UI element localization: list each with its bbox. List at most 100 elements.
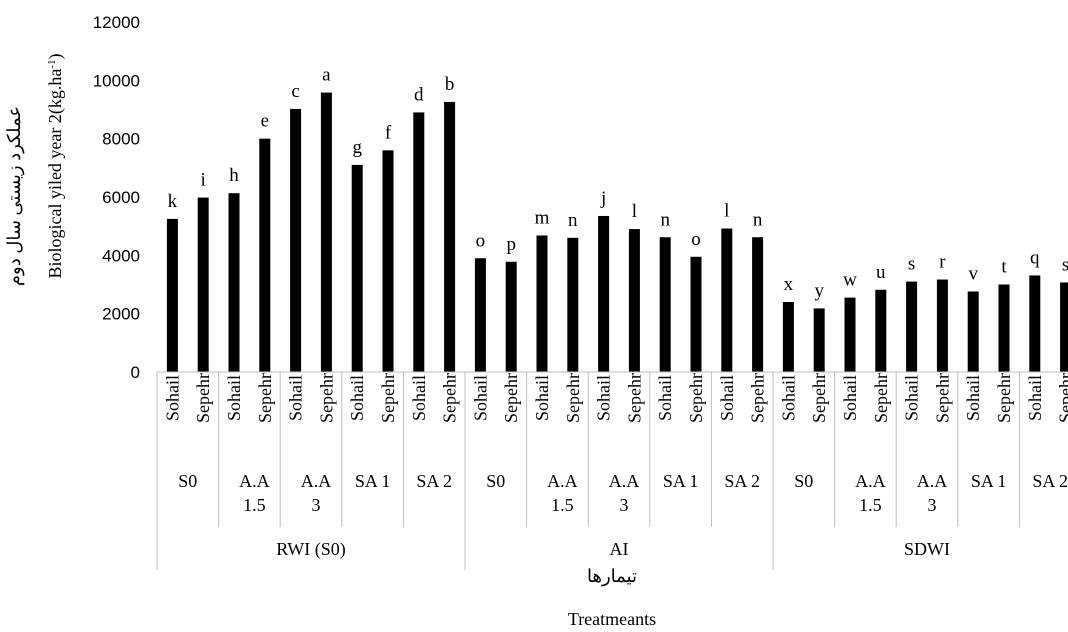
significance-letter: l bbox=[724, 201, 729, 222]
treatment-label: A.A bbox=[917, 471, 948, 491]
y-tick-label: 10000 bbox=[93, 71, 140, 90]
significance-letter: u bbox=[876, 262, 886, 283]
cultivar-label: Sohail bbox=[409, 375, 429, 421]
irrigation-group-label: RWI (S0) bbox=[276, 539, 346, 560]
bar bbox=[444, 101, 456, 373]
treatment-label: A.A bbox=[301, 471, 332, 491]
bar bbox=[813, 308, 825, 372]
treatment-label: 3 bbox=[312, 495, 321, 515]
bar bbox=[1029, 275, 1041, 372]
cultivar-label: Sepehr bbox=[316, 373, 336, 423]
significance-letter: o bbox=[691, 229, 701, 250]
significance-letter: t bbox=[1001, 257, 1007, 278]
cultivar-label: Sepehr bbox=[501, 373, 521, 423]
significance-letter: e bbox=[261, 111, 269, 132]
cultivar-label: Sohail bbox=[840, 375, 860, 421]
bar bbox=[998, 284, 1010, 372]
treatment-label: S0 bbox=[178, 471, 197, 491]
cultivar-label: Sohail bbox=[470, 375, 490, 421]
cultivar-label: Sepehr bbox=[994, 373, 1014, 423]
treatment-label: 1.5 bbox=[859, 495, 882, 515]
bar bbox=[290, 108, 302, 373]
bar bbox=[166, 218, 178, 372]
x-axis-title-fa: تیمارها bbox=[587, 566, 637, 587]
bar bbox=[782, 302, 794, 372]
treatment-label: S0 bbox=[794, 471, 813, 491]
treatment-label: SA 2 bbox=[724, 471, 760, 491]
bar bbox=[351, 164, 363, 372]
significance-letter: g bbox=[352, 137, 362, 158]
cultivar-label: Sohail bbox=[717, 375, 737, 421]
y-axis-title-en-end: ) bbox=[45, 53, 66, 59]
bar bbox=[936, 279, 948, 372]
cultivar-label: Sohail bbox=[655, 375, 675, 421]
significance-letter: p bbox=[506, 234, 516, 255]
bar bbox=[228, 193, 240, 372]
cultivar-label: Sohail bbox=[286, 375, 306, 421]
significance-letter: h bbox=[229, 165, 239, 186]
treatment-label: A.A bbox=[609, 471, 640, 491]
bar bbox=[598, 215, 610, 372]
cultivar-label: Sepehr bbox=[193, 373, 213, 423]
bar bbox=[382, 150, 394, 372]
cultivar-label: Sohail bbox=[902, 375, 922, 421]
y-axis-title-en-sup: -1 bbox=[46, 59, 58, 68]
bar bbox=[690, 256, 702, 372]
cultivar-label: Sepehr bbox=[440, 373, 460, 423]
bar bbox=[967, 291, 979, 372]
treatment-label: S0 bbox=[486, 471, 505, 491]
treatment-label: 1.5 bbox=[243, 495, 266, 515]
bar bbox=[752, 237, 764, 372]
y-tick-label: 6000 bbox=[102, 188, 140, 207]
bar bbox=[259, 138, 271, 372]
bar bbox=[721, 228, 733, 372]
significance-letter: b bbox=[445, 74, 455, 95]
treatment-label: SA 2 bbox=[1032, 471, 1068, 491]
treatment-label: A.A bbox=[855, 471, 886, 491]
significance-letter: m bbox=[535, 208, 550, 229]
significance-letter: d bbox=[414, 84, 424, 105]
significance-letter: k bbox=[168, 191, 178, 212]
y-tick-label: 8000 bbox=[102, 130, 140, 149]
cultivar-label: Sohail bbox=[963, 375, 983, 421]
significance-letter: x bbox=[784, 274, 794, 295]
significance-letter: a bbox=[322, 65, 331, 86]
cultivar-label: Sepehr bbox=[871, 373, 891, 423]
bar bbox=[659, 237, 671, 372]
irrigation-group-label: SDWI bbox=[904, 539, 950, 559]
cultivar-label: Sohail bbox=[347, 375, 367, 421]
significance-letter: n bbox=[660, 209, 670, 230]
y-axis-title-en-main: Biological yiled year 2(kg.ha bbox=[45, 69, 66, 279]
bar bbox=[1060, 282, 1068, 372]
treatment-label: 3 bbox=[928, 495, 937, 515]
significance-letter: l bbox=[632, 201, 637, 222]
cultivar-label: Sepehr bbox=[748, 373, 768, 423]
treatment-label: 3 bbox=[620, 495, 629, 515]
bar bbox=[474, 258, 486, 372]
treatment-label: A.A bbox=[547, 471, 578, 491]
y-axis: 0 2000 4000 6000 8000 10000 12000 bbox=[93, 13, 140, 382]
treatment-label: SA 1 bbox=[971, 471, 1007, 491]
significance-letter: q bbox=[1030, 247, 1040, 268]
y-tick-label: 0 bbox=[131, 363, 140, 382]
cultivar-label: Sohail bbox=[778, 375, 798, 421]
cultivar-label: Sepehr bbox=[1056, 373, 1068, 423]
treatment-label: SA 2 bbox=[416, 471, 452, 491]
significance-letter: y bbox=[814, 280, 824, 301]
y-tick-label: 12000 bbox=[93, 13, 140, 32]
treatment-label: SA 1 bbox=[355, 471, 391, 491]
y-axis-title-en: Biological yiled year 2(kg.ha-1) bbox=[45, 53, 66, 278]
significance-letter: w bbox=[843, 270, 857, 291]
significance-letter: s bbox=[908, 254, 915, 275]
x-axis: Sohail Sepehr S0 Sohail Sepehr A.A 1.5 Sohail Se… bbox=[156, 371, 1068, 570]
significance-letter: s bbox=[1062, 254, 1068, 275]
cultivar-label: Sohail bbox=[532, 375, 552, 421]
cultivar-label: Sepehr bbox=[932, 373, 952, 423]
cultivar-label: Sohail bbox=[224, 375, 244, 421]
bar bbox=[197, 197, 209, 372]
significance-letter: n bbox=[753, 209, 763, 230]
irrigation-group-label: AI bbox=[610, 539, 629, 559]
y-tick-label: 2000 bbox=[102, 305, 140, 324]
cultivar-label: Sepehr bbox=[378, 373, 398, 423]
